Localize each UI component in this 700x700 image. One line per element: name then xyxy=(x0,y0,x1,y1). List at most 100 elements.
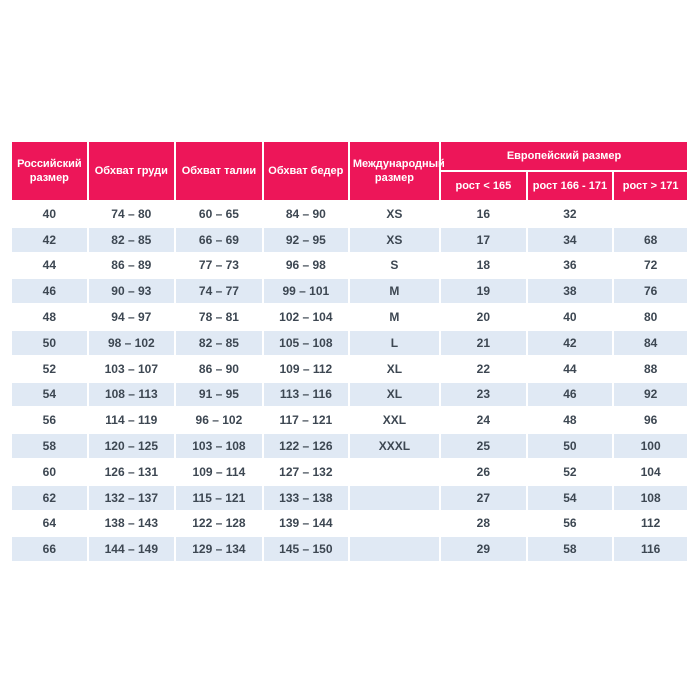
table-cell: 17 xyxy=(441,227,526,252)
table-row: 58 120 – 125 103 – 108 122 – 126 XXXL 25 50 100 xyxy=(12,434,687,458)
table-cell: 52 xyxy=(527,459,613,484)
table-cell: 66 xyxy=(12,537,87,562)
table-cell: 24 xyxy=(441,408,526,433)
table-cell: 60 – 65 xyxy=(175,202,262,226)
table-cell: XL xyxy=(349,382,440,407)
table-cell: 29 xyxy=(441,537,526,562)
table-cell: 86 – 89 xyxy=(88,253,174,278)
table-cell: 58 xyxy=(527,537,613,562)
table-cell: 18 xyxy=(441,253,526,278)
table-cell: 48 xyxy=(12,305,87,329)
table-cell: 46 xyxy=(527,382,613,407)
table-cell: 98 – 102 xyxy=(88,330,174,355)
table-cell: 38 xyxy=(527,279,613,304)
header-hips: Обхват бедер xyxy=(263,142,348,200)
table-cell: 74 – 80 xyxy=(88,202,174,226)
table-cell: 50 xyxy=(12,330,87,355)
table-cell: 62 xyxy=(12,485,87,510)
table-cell: 102 – 104 xyxy=(263,305,348,329)
table-cell: 40 xyxy=(12,202,87,226)
table-row: 50 98 – 102 82 – 85 105 – 108 L 21 42 84 xyxy=(12,330,687,355)
table-cell: 126 – 131 xyxy=(88,459,174,484)
table-cell: 96 – 98 xyxy=(263,253,348,278)
table-cell: XXXL xyxy=(349,434,440,458)
header-european-size-group: Европейский размер xyxy=(441,142,687,170)
size-table-body: 40 74 – 80 60 – 65 84 – 90 XS 16 32 42 82 – 85 66… xyxy=(12,202,687,562)
table-cell: 78 – 81 xyxy=(175,305,262,329)
table-cell xyxy=(349,537,440,562)
table-row: 60 126 – 131 109 – 114 127 – 132 26 52 104 xyxy=(12,459,687,484)
table-cell: 23 xyxy=(441,382,526,407)
table-cell: XS xyxy=(349,227,440,252)
header-height-166-171: рост 166 - 171 xyxy=(527,172,613,200)
table-cell: 44 xyxy=(527,356,613,381)
header-russian-size: Российский размер xyxy=(12,142,87,200)
header-international-size: Международный размер xyxy=(349,142,445,200)
table-cell: 117 – 121 xyxy=(263,408,348,433)
table-cell: 56 xyxy=(527,511,613,536)
table-cell: 90 – 93 xyxy=(88,279,174,304)
table-cell: 92 – 95 xyxy=(263,227,348,252)
table-cell: 96 xyxy=(614,408,687,433)
table-cell: 122 – 126 xyxy=(263,434,348,458)
table-cell: 27 xyxy=(441,485,526,510)
table-row: 46 90 – 93 74 – 77 99 – 101 M 19 38 76 xyxy=(12,279,687,304)
table-cell: 26 xyxy=(441,459,526,484)
table-cell: M xyxy=(349,279,440,304)
table-cell: 66 – 69 xyxy=(175,227,262,252)
table-cell: S xyxy=(349,253,440,278)
table-cell: 34 xyxy=(527,227,613,252)
table-cell: 127 – 132 xyxy=(263,459,348,484)
table-cell: 44 xyxy=(12,253,87,278)
table-cell: 129 – 134 xyxy=(175,537,262,562)
table-cell: 132 – 137 xyxy=(88,485,174,510)
table-cell: 112 xyxy=(614,511,687,536)
size-chart-table: Российский размер Обхват груди Обхват та… xyxy=(10,140,689,563)
table-cell: 42 xyxy=(527,330,613,355)
table-cell: 88 xyxy=(614,356,687,381)
table-cell: 82 – 85 xyxy=(175,330,262,355)
table-cell: M xyxy=(349,305,440,329)
table-cell: XS xyxy=(349,202,440,226)
table-row: 56 114 – 119 96 – 102 117 – 121 XXL 24 48 96 xyxy=(12,408,687,433)
table-cell xyxy=(349,511,440,536)
table-cell: 94 – 97 xyxy=(88,305,174,329)
header-chest: Обхват груди xyxy=(88,142,174,200)
table-cell: 114 – 119 xyxy=(88,408,174,433)
table-cell: 92 xyxy=(614,382,687,407)
table-cell: 16 xyxy=(441,202,526,226)
table-cell: 133 – 138 xyxy=(263,485,348,510)
table-cell: 74 – 77 xyxy=(175,279,262,304)
table-cell: 25 xyxy=(441,434,526,458)
table-cell: 115 – 121 xyxy=(175,485,262,510)
table-cell: 84 xyxy=(614,330,687,355)
table-cell: 116 xyxy=(614,537,687,562)
table-cell xyxy=(349,459,440,484)
table-cell: 144 – 149 xyxy=(88,537,174,562)
table-cell: 80 xyxy=(614,305,687,329)
table-row: 64 138 – 143 122 – 128 139 – 144 28 56 112 xyxy=(12,511,687,536)
header-height-over-171: рост > 171 xyxy=(614,172,687,200)
table-cell: 60 xyxy=(12,459,87,484)
table-cell: 100 xyxy=(614,434,687,458)
table-cell: 42 xyxy=(12,227,87,252)
table-cell: 20 xyxy=(441,305,526,329)
table-cell: XL xyxy=(349,356,440,381)
table-row: 52 103 – 107 86 – 90 109 – 112 XL 22 44 88 xyxy=(12,356,687,381)
header-height-under-165: рост < 165 xyxy=(441,172,526,200)
header-waist: Обхват талии xyxy=(175,142,262,200)
table-row: 48 94 – 97 78 – 81 102 – 104 M 20 40 80 xyxy=(12,305,687,329)
table-header: Российский размер Обхват груди Обхват та… xyxy=(12,142,687,200)
table-cell: 46 xyxy=(12,279,87,304)
table-cell: 76 xyxy=(614,279,687,304)
table-cell: 99 – 101 xyxy=(263,279,348,304)
table-cell: 109 – 114 xyxy=(175,459,262,484)
table-row: 62 132 – 137 115 – 121 133 – 138 27 54 108 xyxy=(12,485,687,510)
table-cell: 105 – 108 xyxy=(263,330,348,355)
table-cell: 103 – 108 xyxy=(175,434,262,458)
table-cell: 122 – 128 xyxy=(175,511,262,536)
header-row-heights: рост < 165 рост 166 - 171 рост > 171 xyxy=(12,172,687,200)
table-cell: 58 xyxy=(12,434,87,458)
table-cell: 91 – 95 xyxy=(175,382,262,407)
